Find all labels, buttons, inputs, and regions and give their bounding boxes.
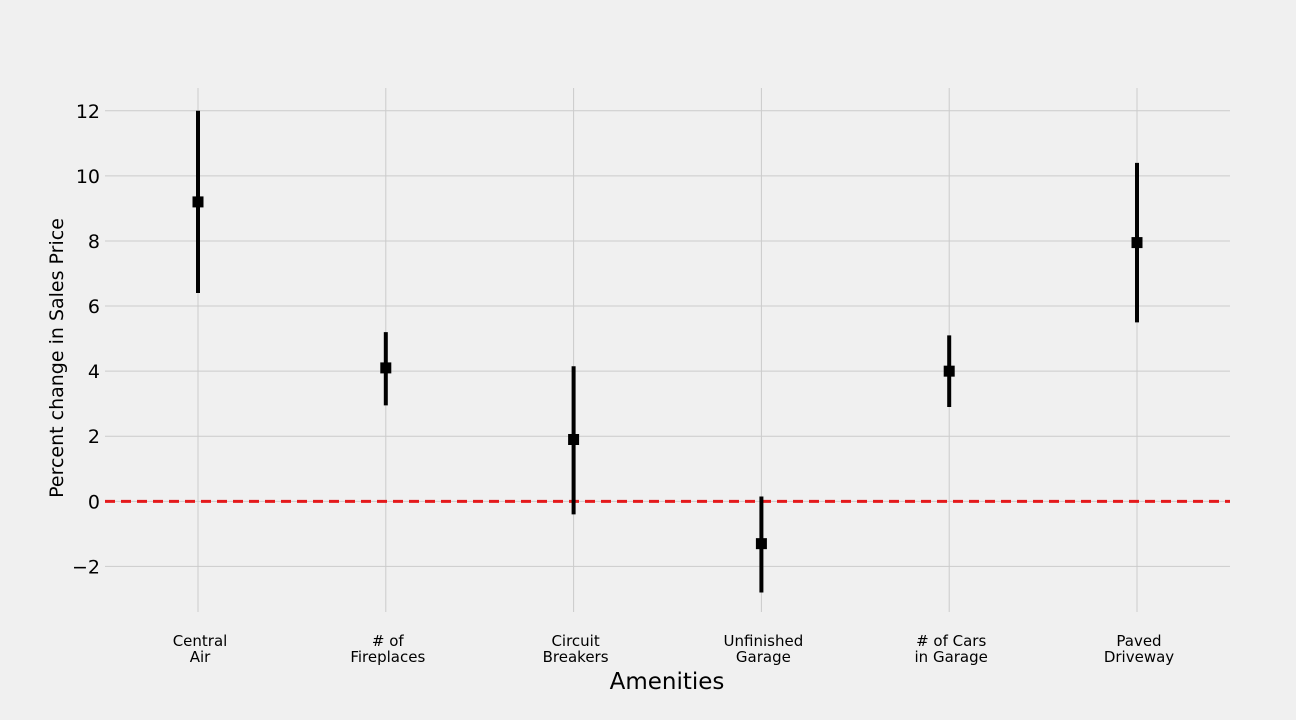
y-axis-title: Percent change in Sales Price <box>46 218 68 498</box>
x-tick-label: Breakers <box>543 648 609 666</box>
y-tick-label: 8 <box>88 231 100 253</box>
x-tick-label: Central <box>173 632 228 650</box>
estimate-marker <box>1131 237 1143 249</box>
estimate-marker <box>192 196 204 208</box>
x-tick-label: Circuit <box>551 632 599 650</box>
x-tick-label: Garage <box>736 648 791 666</box>
y-tick-label: 10 <box>76 166 100 188</box>
x-tick-label: # of Cars <box>916 632 986 650</box>
x-tick-label: in Garage <box>915 648 988 666</box>
grid <box>105 88 1230 612</box>
x-tick-label: Unfinished <box>724 632 804 650</box>
estimate-marker <box>943 365 955 377</box>
estimate-marker <box>755 538 767 550</box>
error-bars <box>192 110 1143 593</box>
estimate-marker <box>568 434 580 446</box>
x-tick-label: Paved <box>1116 632 1161 650</box>
x-tick-label: Fireplaces <box>350 648 425 666</box>
x-tick-label: # of <box>372 632 405 650</box>
estimate-marker <box>380 362 392 374</box>
y-tick-label: 4 <box>88 361 100 383</box>
x-axis-title: Amenities <box>610 669 725 695</box>
y-tick-label: 12 <box>76 101 100 123</box>
x-tick-label: Air <box>190 648 211 666</box>
x-tick-label: Driveway <box>1104 648 1174 666</box>
y-tick-label: −2 <box>72 556 100 578</box>
y-tick-labels: −2 0 2 4 6 8 10 12 <box>72 101 100 579</box>
y-tick-label: 6 <box>88 296 100 318</box>
y-tick-label: 0 <box>88 491 100 513</box>
y-tick-label: 2 <box>88 426 100 448</box>
